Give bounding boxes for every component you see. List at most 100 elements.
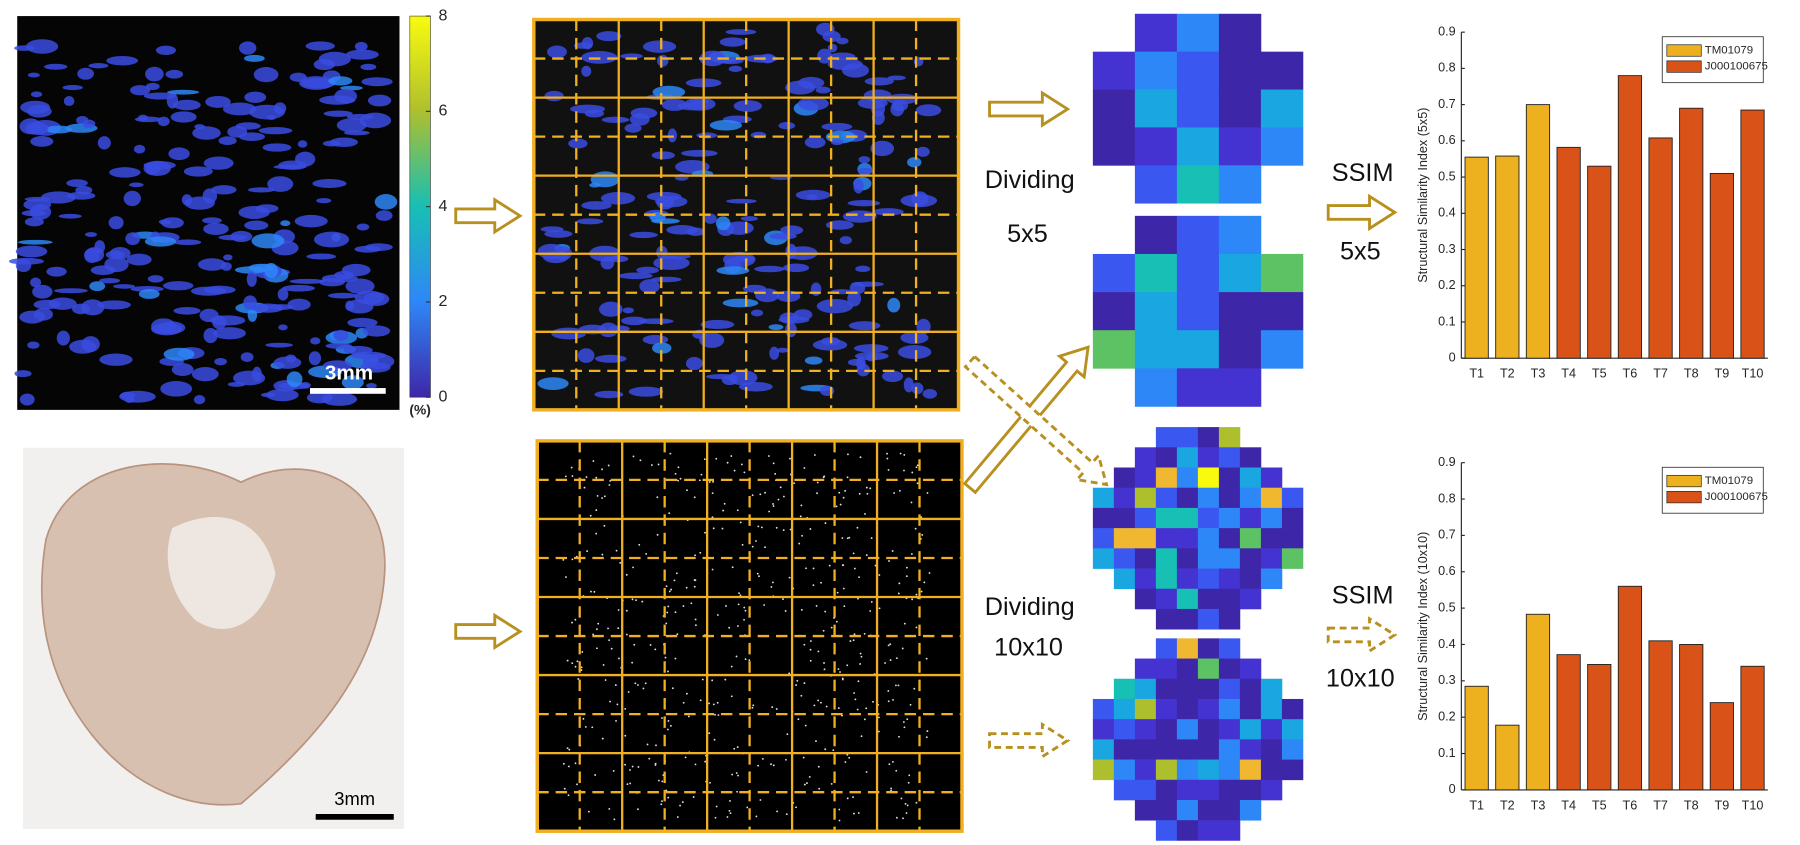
blob <box>661 253 691 260</box>
heat-cell <box>1134 127 1178 166</box>
y-tick-label: 0.8 <box>1438 491 1456 505</box>
x-tick-label: T1 <box>1469 367 1484 381</box>
heat-cell <box>1134 698 1157 720</box>
dot <box>679 804 681 807</box>
dot <box>626 783 629 786</box>
heat-cell <box>1176 658 1199 680</box>
dot <box>809 648 812 651</box>
heat-cell <box>1218 507 1241 529</box>
heat-cell <box>1218 368 1262 407</box>
heat-cell <box>1197 759 1220 781</box>
heat-cell <box>1134 330 1178 369</box>
dot <box>730 695 733 698</box>
dot <box>902 817 904 820</box>
blob <box>44 63 68 70</box>
blob <box>310 337 321 345</box>
y-tick-label: 0.4 <box>1438 637 1456 651</box>
heat-cell <box>1260 698 1283 720</box>
blob <box>853 344 889 353</box>
blob <box>266 388 299 402</box>
blob <box>333 329 349 341</box>
blob <box>733 255 756 262</box>
dot <box>803 467 806 469</box>
heat-cell <box>1113 467 1136 489</box>
blob <box>246 271 257 287</box>
blob <box>630 107 658 119</box>
legend-box <box>1661 36 1764 84</box>
dot <box>822 476 825 479</box>
heat-cell <box>1092 51 1136 90</box>
dot <box>799 515 802 518</box>
dot <box>675 572 678 575</box>
dot <box>818 787 821 790</box>
y-tick-label: 0.2 <box>1438 710 1456 724</box>
dot <box>920 516 923 519</box>
dot <box>711 516 714 519</box>
dot <box>923 581 926 584</box>
blob <box>907 157 922 168</box>
dot <box>703 458 706 461</box>
blob <box>827 43 838 53</box>
dot <box>565 576 567 578</box>
dot <box>865 707 868 710</box>
dot <box>869 487 872 490</box>
dot <box>858 492 861 495</box>
blob <box>628 386 664 397</box>
heat-cell <box>1113 487 1136 509</box>
dot <box>786 733 789 736</box>
blob <box>842 210 877 223</box>
heat-cell <box>1113 759 1136 781</box>
blob <box>547 45 567 59</box>
blob <box>46 266 67 277</box>
colorbar-tick-label: 8 <box>439 6 448 24</box>
heat-cell <box>1239 528 1262 549</box>
dot <box>728 809 731 812</box>
heat-cell <box>1260 568 1283 590</box>
heat-cell <box>1134 89 1178 128</box>
dot <box>714 816 717 819</box>
blob <box>643 40 677 53</box>
dot <box>746 806 749 809</box>
heat-cell <box>1176 89 1220 128</box>
heat-cell <box>1134 528 1157 549</box>
blob <box>253 67 279 83</box>
blob <box>192 126 221 140</box>
heat-cell <box>1134 658 1157 680</box>
heat-cell <box>1134 759 1157 781</box>
heat-cell <box>1218 330 1262 369</box>
heat-cell <box>1155 608 1178 630</box>
blob <box>163 347 195 361</box>
dot <box>667 728 669 731</box>
dot <box>877 730 880 733</box>
blob <box>916 318 931 335</box>
blob <box>306 391 333 404</box>
dot <box>785 758 787 761</box>
dot <box>865 486 868 489</box>
heat-cell <box>1218 528 1241 549</box>
dot <box>906 804 909 807</box>
dot <box>842 564 845 567</box>
blob <box>165 69 184 79</box>
heat-cell <box>1218 127 1262 166</box>
blob <box>911 382 924 395</box>
dot <box>674 611 677 614</box>
heat-cell <box>1176 215 1220 255</box>
heat-cell <box>1260 467 1283 489</box>
step-label: Dividing <box>985 593 1075 621</box>
dot <box>728 626 731 629</box>
dot <box>617 609 620 611</box>
dot <box>639 459 642 462</box>
dot <box>607 627 609 630</box>
heat-cell <box>1113 719 1136 740</box>
heat-cell <box>1239 779 1262 801</box>
blob <box>220 262 232 271</box>
dot <box>926 730 929 732</box>
blob <box>258 127 293 135</box>
blob <box>160 380 193 397</box>
dot <box>693 585 696 588</box>
blob <box>872 208 904 216</box>
dot <box>670 588 673 591</box>
dot <box>866 492 869 495</box>
heat-cell <box>1113 779 1136 801</box>
dot <box>582 717 585 720</box>
